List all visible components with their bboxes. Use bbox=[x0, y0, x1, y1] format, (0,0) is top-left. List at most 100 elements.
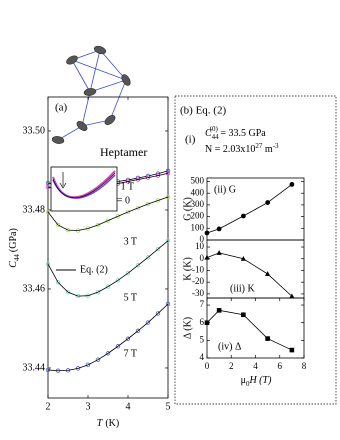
c44-sup: (0) bbox=[210, 125, 219, 133]
y-tick-label: 500 bbox=[191, 176, 205, 186]
plot-frame bbox=[47, 96, 169, 399]
data-point bbox=[115, 278, 121, 283]
legend-label: Eq. (2) bbox=[80, 264, 108, 275]
y-tick-label: 100 bbox=[191, 222, 205, 232]
y-tick-label: 6 bbox=[200, 317, 205, 327]
y-tick-label: 300 bbox=[191, 199, 205, 209]
x-axis-title: μ0H (T) bbox=[241, 375, 272, 387]
y-tick-label: 33.48 bbox=[23, 204, 46, 215]
data-point bbox=[95, 357, 101, 362]
c44-param: C44(0) = 33.5 GPa bbox=[205, 125, 266, 141]
data-point bbox=[115, 214, 121, 219]
data-point bbox=[125, 336, 131, 341]
data-point bbox=[135, 328, 141, 334]
density-sup: 27 bbox=[255, 142, 263, 150]
data-point bbox=[240, 255, 246, 261]
y-tick-label: 200 bbox=[191, 211, 205, 221]
data-point bbox=[216, 308, 222, 313]
y-tick-label: 7 bbox=[200, 299, 205, 309]
data-point bbox=[115, 344, 121, 349]
x-tick-label: 4 bbox=[126, 401, 131, 412]
x-tick-label: 5 bbox=[166, 401, 171, 412]
c44-symbol: C bbox=[205, 128, 212, 139]
y-tick-label: -30 bbox=[192, 288, 204, 298]
delta-axis-title: Δ (K) bbox=[182, 317, 193, 339]
data-point bbox=[45, 209, 51, 215]
series-label: 7 T bbox=[124, 348, 137, 359]
data-point bbox=[145, 255, 151, 260]
data-point bbox=[125, 209, 131, 215]
density-unit-sup: -3 bbox=[273, 142, 279, 150]
data-point bbox=[289, 182, 295, 187]
y-tick-label: -20 bbox=[192, 276, 204, 286]
heptamer-molecules bbox=[51, 45, 131, 144]
data-point bbox=[204, 230, 210, 236]
x-tick-label: 4 bbox=[253, 361, 258, 371]
density-param: N = 2.03x1027 m-3 bbox=[205, 142, 279, 156]
data-point bbox=[55, 280, 61, 285]
data-point bbox=[216, 226, 222, 232]
y-axis-unit: (GPa) bbox=[8, 228, 19, 252]
fit-line bbox=[47, 196, 169, 231]
panel-label: (a) bbox=[55, 102, 68, 114]
y-tick-label: -10 bbox=[192, 265, 204, 275]
x-axis-symbol: μ bbox=[241, 375, 246, 386]
data-point bbox=[95, 222, 101, 228]
y-tick-label: 400 bbox=[191, 187, 205, 197]
density-text: N = 2.03x10 bbox=[205, 144, 255, 155]
y-tick-label: 33.46 bbox=[23, 283, 46, 294]
data-point bbox=[165, 168, 171, 174]
data-point bbox=[135, 205, 141, 211]
data-point bbox=[289, 347, 295, 353]
x-tick-label: 6 bbox=[278, 361, 283, 371]
data-point bbox=[145, 320, 151, 325]
inset bbox=[50, 166, 118, 212]
y-tick-label: 4 bbox=[200, 352, 205, 362]
x-tick-label: 0 bbox=[205, 361, 210, 371]
y-axis-symbol: C bbox=[8, 261, 19, 268]
y-tick-label: 10 bbox=[195, 241, 205, 251]
data-point bbox=[265, 336, 270, 341]
series-label: H = 0 bbox=[107, 195, 130, 206]
c44-rest: = 33.5 GPa bbox=[218, 128, 266, 139]
plot-frame bbox=[206, 239, 305, 299]
series-label: 5 T bbox=[124, 292, 137, 303]
x-axis-sub: 0 bbox=[246, 380, 250, 388]
data-point bbox=[85, 362, 91, 368]
panel-b-frame bbox=[174, 95, 337, 405]
x-tick-label: 8 bbox=[302, 361, 307, 371]
data-point bbox=[45, 261, 51, 267]
data-point bbox=[155, 198, 161, 203]
data-point bbox=[55, 222, 61, 228]
data-point bbox=[204, 320, 210, 326]
data-point bbox=[45, 184, 51, 190]
data-point bbox=[165, 301, 171, 307]
data-point bbox=[105, 218, 111, 223]
data-point bbox=[241, 312, 246, 318]
y-tick-label: 0 bbox=[200, 234, 205, 244]
density-unit: m bbox=[262, 144, 273, 155]
data-point bbox=[289, 293, 295, 299]
y-tick-label: 0 bbox=[200, 253, 205, 263]
fit-line bbox=[47, 303, 169, 372]
panel-label: (ii) G bbox=[214, 184, 236, 195]
g-axis-title: G (K) bbox=[182, 197, 193, 221]
data-point bbox=[165, 171, 171, 176]
panel-label: (iii) K bbox=[230, 283, 255, 294]
data-point bbox=[105, 351, 111, 356]
data-point bbox=[265, 271, 271, 276]
y-axis-title: C44 (GPa) bbox=[8, 228, 20, 268]
data-point bbox=[145, 201, 151, 207]
data-point bbox=[155, 311, 161, 316]
series-label: 3 T bbox=[124, 236, 137, 247]
data-point bbox=[165, 238, 171, 243]
data-point bbox=[265, 200, 271, 205]
data-point bbox=[216, 250, 222, 255]
item-label: (i) bbox=[185, 134, 196, 146]
x-axis-symbol: T bbox=[97, 418, 104, 429]
data-point bbox=[125, 270, 131, 276]
heptamer-sketch bbox=[57, 49, 127, 141]
x-tick-label: 2 bbox=[229, 361, 234, 371]
c44-sub: 44 bbox=[212, 133, 220, 141]
